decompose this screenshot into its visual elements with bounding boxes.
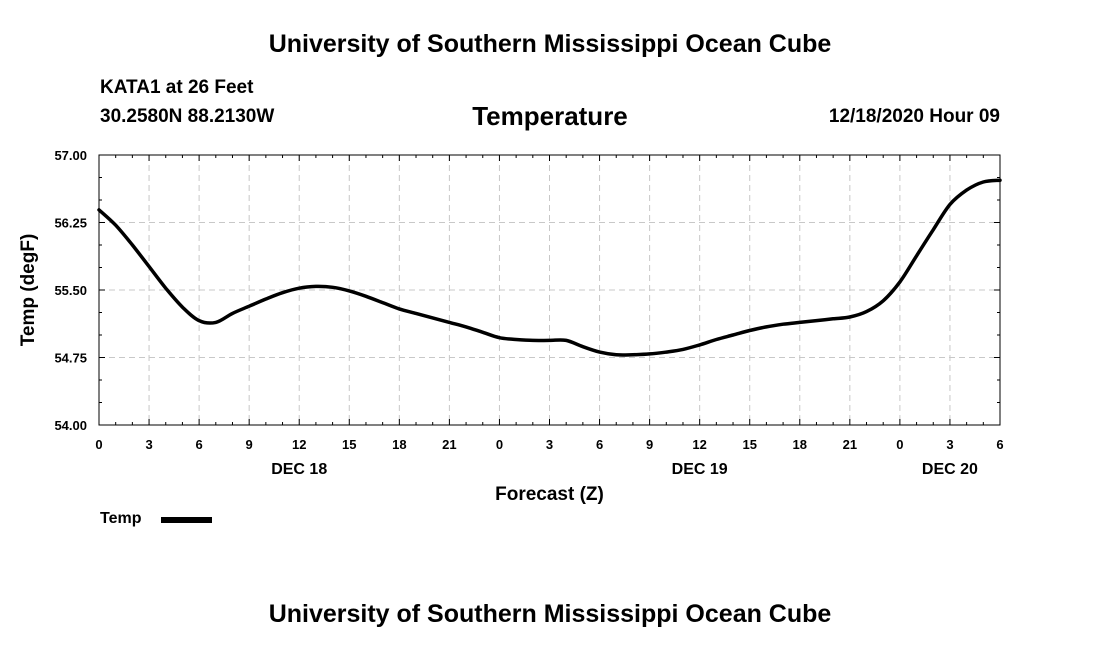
y-tick-label: 54.00 [54, 418, 87, 433]
x-tick-label: 9 [646, 437, 653, 452]
x-tick-label: 0 [496, 437, 503, 452]
x-tick-label: 21 [442, 437, 456, 452]
station-label: KATA1 at 26 Feet [100, 77, 254, 98]
x-tick-label: 0 [95, 437, 102, 452]
page-title: University of Southern Mississippi Ocean… [268, 30, 832, 58]
station-coordinates: 30.2580N 88.2130W [100, 106, 275, 127]
x-tick-label: 0 [896, 437, 903, 452]
day-label: DEC 18 [271, 461, 327, 478]
x-tick-label: 3 [145, 437, 152, 452]
x-tick-label: 6 [996, 437, 1003, 452]
x-tick-label: 15 [742, 437, 756, 452]
x-tick-label: 12 [692, 437, 706, 452]
x-tick-label: 18 [793, 437, 807, 452]
y-tick-label: 57.00 [54, 148, 87, 163]
y-tick-label: 55.50 [54, 283, 87, 298]
issue-time: 12/18/2020 Hour 09 [828, 106, 1000, 127]
y-tick-label: 56.25 [54, 216, 87, 231]
x-tick-label: 18 [392, 437, 406, 452]
series-line-temp [97, 178, 1002, 357]
day-label: DEC 20 [922, 461, 978, 478]
x-tick-label: 12 [292, 437, 306, 452]
chart-title: Temperature [472, 101, 628, 131]
y-tick-label: 54.75 [54, 351, 87, 366]
day-label: DEC 19 [672, 461, 728, 478]
x-tick-label: 6 [195, 437, 202, 452]
legend-line-swatch [161, 517, 212, 523]
x-axis-title: Forecast (Z) [495, 484, 604, 505]
x-tick-label: 3 [546, 437, 553, 452]
x-tick-label: 6 [596, 437, 603, 452]
footer-title: University of Southern Mississippi Ocean… [268, 600, 832, 628]
x-tick-label: 9 [246, 437, 253, 452]
plot-frame [98, 154, 1001, 426]
legend-label: Temp [100, 510, 142, 527]
x-tick-label: 3 [946, 437, 953, 452]
x-tick-label: 21 [843, 437, 857, 452]
y-axis-title: Temp (degF) [18, 234, 39, 347]
x-tick-label: 15 [342, 437, 356, 452]
